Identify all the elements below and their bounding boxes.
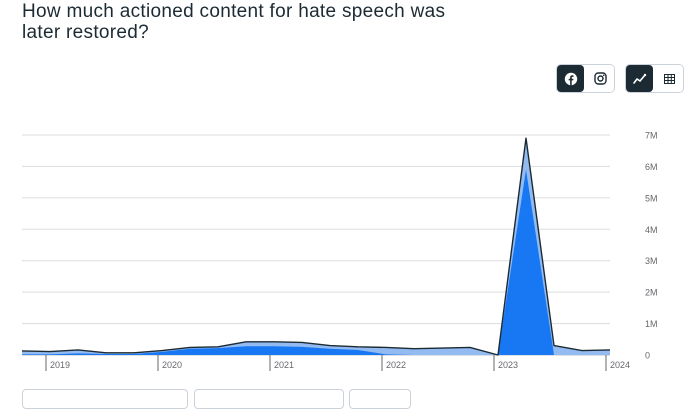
- platform-toggle: [556, 64, 615, 93]
- y-tick-label: 2M: [645, 288, 658, 298]
- table-icon: [664, 73, 675, 84]
- x-tick-label: 2019: [50, 360, 70, 370]
- x-tick-label: 2020: [162, 360, 182, 370]
- instagram-button[interactable]: [587, 65, 614, 92]
- instagram-icon: [594, 72, 607, 85]
- chart-view-button[interactable]: [626, 65, 653, 92]
- y-tick-label: 7M: [645, 131, 658, 141]
- legend-item[interactable]: [349, 389, 411, 409]
- restored-content-chart: 0 1M 2M 3M 4M 5M 6M 7M 2019 2020 2021 2022 2023 2024: [21, 131, 658, 371]
- total-restored-line: [21, 137, 611, 356]
- y-tick-label: 4M: [645, 225, 658, 235]
- legend-item[interactable]: [194, 389, 344, 409]
- line-chart-icon: [632, 73, 647, 85]
- page-title: How much actioned content for hate speec…: [22, 1, 446, 43]
- x-tick-label: 2023: [498, 360, 518, 370]
- facebook-button[interactable]: [557, 65, 584, 92]
- y-tick-label: 5M: [645, 193, 658, 203]
- y-tick-label: 6M: [645, 162, 658, 172]
- y-tick-label: 0: [645, 351, 650, 361]
- area-restored-without-appeal: [22, 138, 610, 355]
- x-tick-label: 2021: [274, 360, 294, 370]
- x-tick-label: 2022: [386, 360, 406, 370]
- facebook-icon: [564, 72, 578, 86]
- y-tick-label: 3M: [645, 256, 658, 266]
- view-toggle: [625, 64, 684, 93]
- legend-item[interactable]: [22, 389, 188, 409]
- table-view-button[interactable]: [656, 65, 683, 92]
- y-tick-label: 1M: [645, 319, 658, 329]
- x-tick-label: 2024: [610, 360, 630, 370]
